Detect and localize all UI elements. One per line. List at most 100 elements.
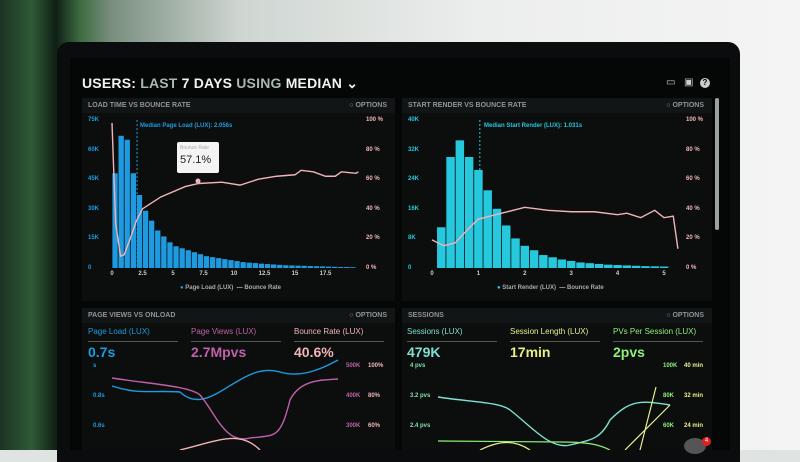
- histogram-bar: [191, 252, 197, 268]
- histogram-bar: [344, 267, 350, 268]
- histogram-bar: [437, 227, 446, 268]
- histogram-bar: [594, 263, 604, 268]
- stat-value[interactable]: 2pvs: [613, 344, 645, 360]
- panel-title: PAGE VIEWS VS ONLOAD: [88, 312, 176, 319]
- y2-axis-tick: 100%: [368, 363, 384, 369]
- y-axis-tick: 2.4 pvs: [410, 423, 431, 429]
- histogram-bar: [576, 262, 585, 268]
- panel-title: START RENDER VS BOUNCE RATE: [408, 102, 527, 109]
- histogram-bar: [659, 266, 669, 268]
- legend-start-render[interactable]: ● Start Render (LUX) — Bounce Rate: [497, 285, 604, 291]
- options-button[interactable]: ○ OPTIONS: [666, 312, 704, 319]
- histogram-bar: [185, 250, 191, 268]
- x-axis-tick: 2: [523, 271, 527, 277]
- x-axis-tick: 0: [430, 271, 434, 277]
- y2-axis-tick: 80%: [368, 393, 381, 399]
- histogram-bar: [258, 263, 265, 268]
- page-title[interactable]: USERS: LAST 7 DAYS USING MEDIAN ⌄: [82, 75, 358, 92]
- stat-label: Session Length (LUX): [510, 327, 589, 336]
- histogram-bar: [173, 246, 179, 268]
- title-last: LAST: [140, 75, 178, 91]
- stat-value[interactable]: 40.6%: [294, 344, 334, 360]
- histogram-bar: [511, 238, 520, 268]
- histogram-bar: [264, 264, 271, 268]
- histogram-bar: [155, 230, 161, 268]
- stat-label: Sessions (LUX): [407, 327, 463, 336]
- panel-title: SESSIONS: [408, 312, 444, 319]
- histogram-bar: [492, 208, 502, 268]
- histogram-bar: [613, 265, 622, 268]
- options-button[interactable]: ○ OPTIONS: [666, 102, 704, 109]
- x-axis-tick: 5: [171, 271, 175, 277]
- x-axis-tick: 17.5: [319, 271, 332, 277]
- monitor-icon[interactable]: ▭: [666, 77, 676, 88]
- histogram-bar: [124, 139, 130, 268]
- sessions-line: [437, 396, 671, 447]
- y-axis-tick: s: [93, 363, 97, 369]
- y2-axis-tick: 80 %: [686, 146, 700, 153]
- y-axis-tick: 0.8s: [93, 393, 105, 399]
- stat-value[interactable]: 2.7Mpvs: [191, 344, 247, 360]
- stat-value[interactable]: 17min: [510, 344, 551, 360]
- y-axis-tick: 16K: [408, 205, 420, 212]
- divider: [191, 341, 281, 342]
- histogram-bar: [289, 265, 295, 268]
- histogram-bar: [277, 264, 283, 268]
- histogram-bar: [295, 265, 301, 268]
- chevron-down-icon[interactable]: ⌄: [346, 75, 359, 91]
- y-axis-tick: 40K: [408, 117, 420, 123]
- x-axis-tick: 2.5: [138, 271, 147, 277]
- image-icon[interactable]: ▣: [684, 77, 694, 88]
- histogram-bar: [539, 255, 548, 268]
- scrollbar[interactable]: [715, 98, 719, 230]
- histogram-bar: [641, 266, 650, 268]
- y-axis-tick: 60K: [663, 423, 675, 429]
- histogram-bar: [142, 210, 149, 268]
- histogram-bar: [557, 259, 567, 268]
- y-axis-tick: 30K: [88, 205, 100, 212]
- divider: [294, 341, 384, 342]
- pvs-line: [437, 440, 611, 450]
- sessions-panel: SESSIONS ○ OPTIONS: [402, 308, 712, 450]
- y-axis-tick: 3.2 pvs: [410, 393, 431, 399]
- y2-axis-tick: 40 %: [366, 205, 380, 212]
- y-axis-tick: 0.6s: [93, 423, 105, 429]
- y2-axis-tick: 20 %: [686, 235, 700, 242]
- median-label: Median Start Render (LUX): 1.031s: [484, 123, 583, 129]
- histogram-bar: [464, 157, 474, 268]
- divider: [613, 341, 703, 342]
- title-stat[interactable]: MEDIAN: [285, 75, 343, 91]
- options-button[interactable]: ○ OPTIONS: [349, 102, 387, 109]
- y2-axis-tick: 60%: [368, 423, 381, 429]
- options-button[interactable]: ○ OPTIONS: [349, 312, 387, 319]
- y-axis-tick: 24K: [408, 176, 420, 183]
- histogram-bar: [240, 262, 246, 268]
- y-axis-tick: 300K: [346, 423, 361, 429]
- hover-point: [195, 178, 201, 184]
- histogram-bar: [161, 236, 167, 268]
- stat-value[interactable]: 0.7s: [88, 344, 116, 360]
- stat-value[interactable]: 479K: [407, 344, 441, 360]
- title-range[interactable]: 7 DAYS: [181, 75, 233, 91]
- legend-page-load[interactable]: ● Page Load (LUX) — Bounce Rate: [180, 285, 282, 291]
- histogram-bar: [483, 190, 492, 268]
- histogram-bar: [271, 264, 277, 268]
- y2-axis-tick: 100 %: [686, 117, 704, 123]
- page-views-line: [111, 377, 339, 440]
- y2-axis-tick: 40 %: [686, 205, 700, 212]
- y2-axis-tick: 32 min: [684, 393, 704, 399]
- histogram-bar: [313, 266, 319, 268]
- x-axis-tick: 10: [230, 271, 238, 277]
- help-icon[interactable]: ?: [700, 78, 710, 88]
- histogram-bar: [631, 265, 641, 268]
- y2-axis-tick: 24 min: [684, 423, 704, 429]
- histogram-bar: [350, 267, 356, 268]
- histogram-bar: [502, 225, 511, 268]
- histogram-bar: [301, 265, 307, 268]
- divider: [510, 341, 600, 342]
- histogram-bar: [167, 242, 173, 268]
- x-axis-tick: 0: [110, 271, 114, 277]
- histogram-bar: [118, 135, 124, 268]
- histogram-bar: [332, 266, 338, 268]
- panel-title: LOAD TIME VS BOUNCE RATE: [88, 102, 191, 109]
